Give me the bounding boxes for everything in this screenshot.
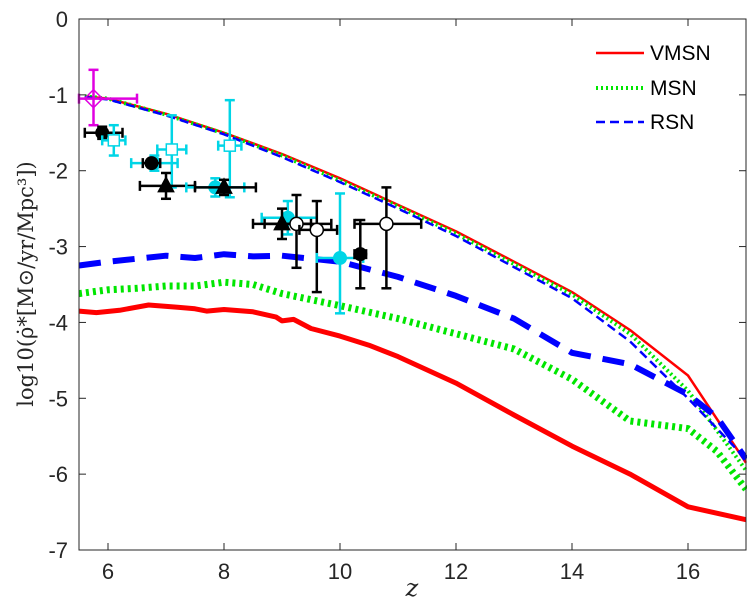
marker-filled-triangle [215,177,233,194]
x-tick-label: 6 [102,559,114,584]
marker-filled-circle [144,156,159,171]
ticks-layer: 6 8 10 12 14 16 0 -1 -2 -3 -4 -5 -6 -7 [48,7,746,584]
observations-layer [77,68,423,315]
y-tick-label: -2 [48,159,68,184]
data-point-filled-circle [141,156,162,171]
marker-open-diamond [83,88,104,109]
data-point-open-circle [353,186,423,290]
marker-filled-circle [353,247,368,262]
plot-background [79,19,746,550]
plot-frame [78,18,747,551]
series-line-msn-thick [78,278,747,492]
legend-label-vmsn: VMSN [650,42,711,65]
marker-open-square [107,134,121,147]
marker-open-square [165,143,179,156]
data-point-open-square [216,98,243,199]
series-layer [78,94,747,523]
data-point-filled-circle [353,218,368,290]
series-line-rsn-thick [78,251,747,461]
y-tick-label: -1 [48,83,68,108]
x-tick-label: 12 [444,559,468,584]
series-line-vmsn-thick [78,302,747,523]
y-tick-label: -5 [48,386,68,411]
marker-filled-triangle [157,175,175,193]
marker-open-square [223,139,237,152]
y-tick-label: -6 [48,462,68,487]
x-tick-label: 14 [560,559,584,584]
series-line-vmsn [84,95,747,464]
marker-filled-circle [333,250,347,265]
x-tick-label: 16 [676,559,700,584]
y-axis-label: log10(ρ̇*[M⊙/yr/Mpc³]) [14,161,38,406]
data-point-filled-circle [315,192,365,315]
marker-open-circle [309,222,325,238]
x-axis-label: z [405,574,419,602]
data-point-open-circle [298,199,339,294]
legend-label-msn: MSN [650,77,697,100]
y-tick-label: -4 [48,310,68,335]
marker-filled-triangle [273,213,291,231]
y-tick-label: -3 [48,235,68,260]
data-point-filled-triangle [193,177,258,197]
y-tick-label: 0 [56,7,68,32]
y-tick-label: -7 [48,538,68,563]
data-point-open-square [100,123,127,157]
x-tick-label: 10 [328,559,352,584]
legend-label-rsn: RSN [650,111,694,134]
x-tick-label: 8 [218,559,230,584]
marker-open-circle [289,216,304,232]
data-point-open-diamond [77,68,139,127]
marker-open-circle [379,216,394,232]
legend: VMSN MSN RSN [596,42,711,134]
